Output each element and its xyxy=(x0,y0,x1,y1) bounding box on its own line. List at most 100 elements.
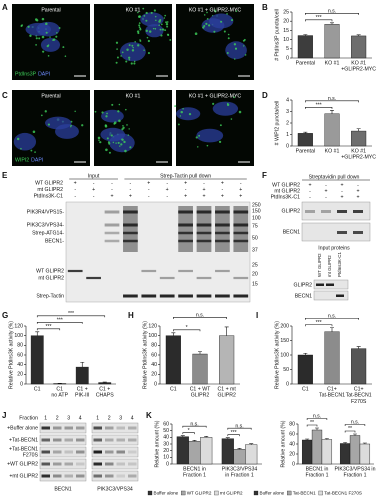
blot-band xyxy=(93,474,102,478)
y-tick-label: 50 xyxy=(163,428,169,434)
puncta xyxy=(148,30,152,33)
row-label: WT GLIPR2 xyxy=(35,180,63,186)
puncta xyxy=(120,55,122,57)
blot-band xyxy=(305,210,315,213)
puncta xyxy=(137,32,140,35)
puncta xyxy=(46,45,49,48)
panel-letter: F xyxy=(262,171,267,180)
blot-band xyxy=(64,426,73,430)
nucleus xyxy=(196,128,224,143)
puncta xyxy=(179,115,182,117)
sign: + xyxy=(340,182,343,188)
significance-bracket xyxy=(36,322,83,324)
significance-label: n.s. xyxy=(196,313,204,319)
y-tick-label: 200 xyxy=(280,323,289,329)
puncta xyxy=(137,11,139,14)
puncta xyxy=(159,28,162,31)
puncta xyxy=(207,24,211,27)
puncta xyxy=(117,110,120,113)
blot-band xyxy=(105,474,114,478)
x-tick-label: KO #1 xyxy=(325,60,340,66)
puncta xyxy=(128,56,131,59)
gel-smear xyxy=(215,206,230,252)
puncta xyxy=(160,23,163,26)
puncta xyxy=(128,58,131,61)
error-bar xyxy=(171,332,176,336)
x-tick-label: C1 + WT xyxy=(190,386,211,392)
blot-band xyxy=(105,426,114,430)
puncta xyxy=(115,61,118,64)
bar xyxy=(297,35,313,59)
gel-band xyxy=(196,231,212,235)
bar xyxy=(301,439,313,465)
puncta xyxy=(121,51,124,54)
blot-band xyxy=(76,450,85,454)
significance-label: *** xyxy=(68,311,74,317)
puncta xyxy=(165,21,168,24)
gel-band xyxy=(233,231,249,235)
puncta xyxy=(123,140,126,144)
significance-bracket xyxy=(306,418,328,420)
bar xyxy=(98,382,112,385)
sign: + xyxy=(239,187,242,193)
blot-strip xyxy=(91,422,139,434)
gel-band xyxy=(123,210,138,214)
x-tick-label: C1 + xyxy=(77,386,88,392)
puncta xyxy=(40,114,43,117)
blot-band xyxy=(116,450,125,454)
error-bar xyxy=(330,327,334,332)
puncta xyxy=(147,51,151,55)
panel-letter: I xyxy=(256,311,258,320)
puncta xyxy=(58,27,61,29)
sign: - xyxy=(111,180,113,186)
mw-label: 75 xyxy=(252,223,258,229)
puncta xyxy=(182,108,184,110)
sign: - xyxy=(148,193,150,199)
puncta xyxy=(234,47,238,50)
puncta xyxy=(159,19,162,22)
gel-band xyxy=(233,294,249,298)
sign: - xyxy=(74,193,76,199)
y-tick-label: 10 xyxy=(283,37,289,43)
sign: + xyxy=(92,187,95,193)
mw-label: 250 xyxy=(252,202,261,208)
bar xyxy=(219,335,235,385)
puncta xyxy=(16,137,20,141)
blot-band xyxy=(116,438,125,442)
blot xyxy=(301,222,371,242)
bar xyxy=(245,444,258,465)
y-tick-label: 10 xyxy=(163,455,169,461)
puncta xyxy=(235,10,238,13)
puncta xyxy=(213,30,216,33)
gel-smear xyxy=(178,206,193,252)
puncta xyxy=(226,52,229,54)
y-tick-label: 50 xyxy=(283,367,289,373)
legend-swatch xyxy=(318,490,323,496)
puncta xyxy=(113,122,116,125)
puncta xyxy=(137,44,140,47)
legend-label: WT GLIPR2 xyxy=(187,490,212,495)
y-axis-title: # PtdIns3P puncta/cell xyxy=(274,9,280,61)
gel-band xyxy=(215,269,230,273)
stain-label: DAPI xyxy=(38,71,50,77)
puncta xyxy=(131,44,134,47)
puncta xyxy=(106,112,108,115)
gel-band xyxy=(178,223,193,227)
error-bar xyxy=(303,34,308,36)
y-tick-label: 60 xyxy=(289,431,295,437)
significance-bracket xyxy=(227,427,252,430)
nucleus xyxy=(13,132,37,151)
puncta xyxy=(165,23,169,26)
puncta xyxy=(62,46,65,49)
fraction-number: 4 xyxy=(79,415,82,421)
gel-smear xyxy=(233,206,249,252)
significance-label: *** xyxy=(231,430,237,436)
puncta xyxy=(133,60,136,63)
puncta xyxy=(38,37,41,40)
puncta xyxy=(116,48,118,50)
puncta xyxy=(118,103,121,106)
y-tick-label: 0 xyxy=(286,381,289,387)
blot-band xyxy=(41,450,50,454)
band-label: PIK3C3/VPS34- xyxy=(27,222,64,228)
gel-band xyxy=(196,239,212,243)
